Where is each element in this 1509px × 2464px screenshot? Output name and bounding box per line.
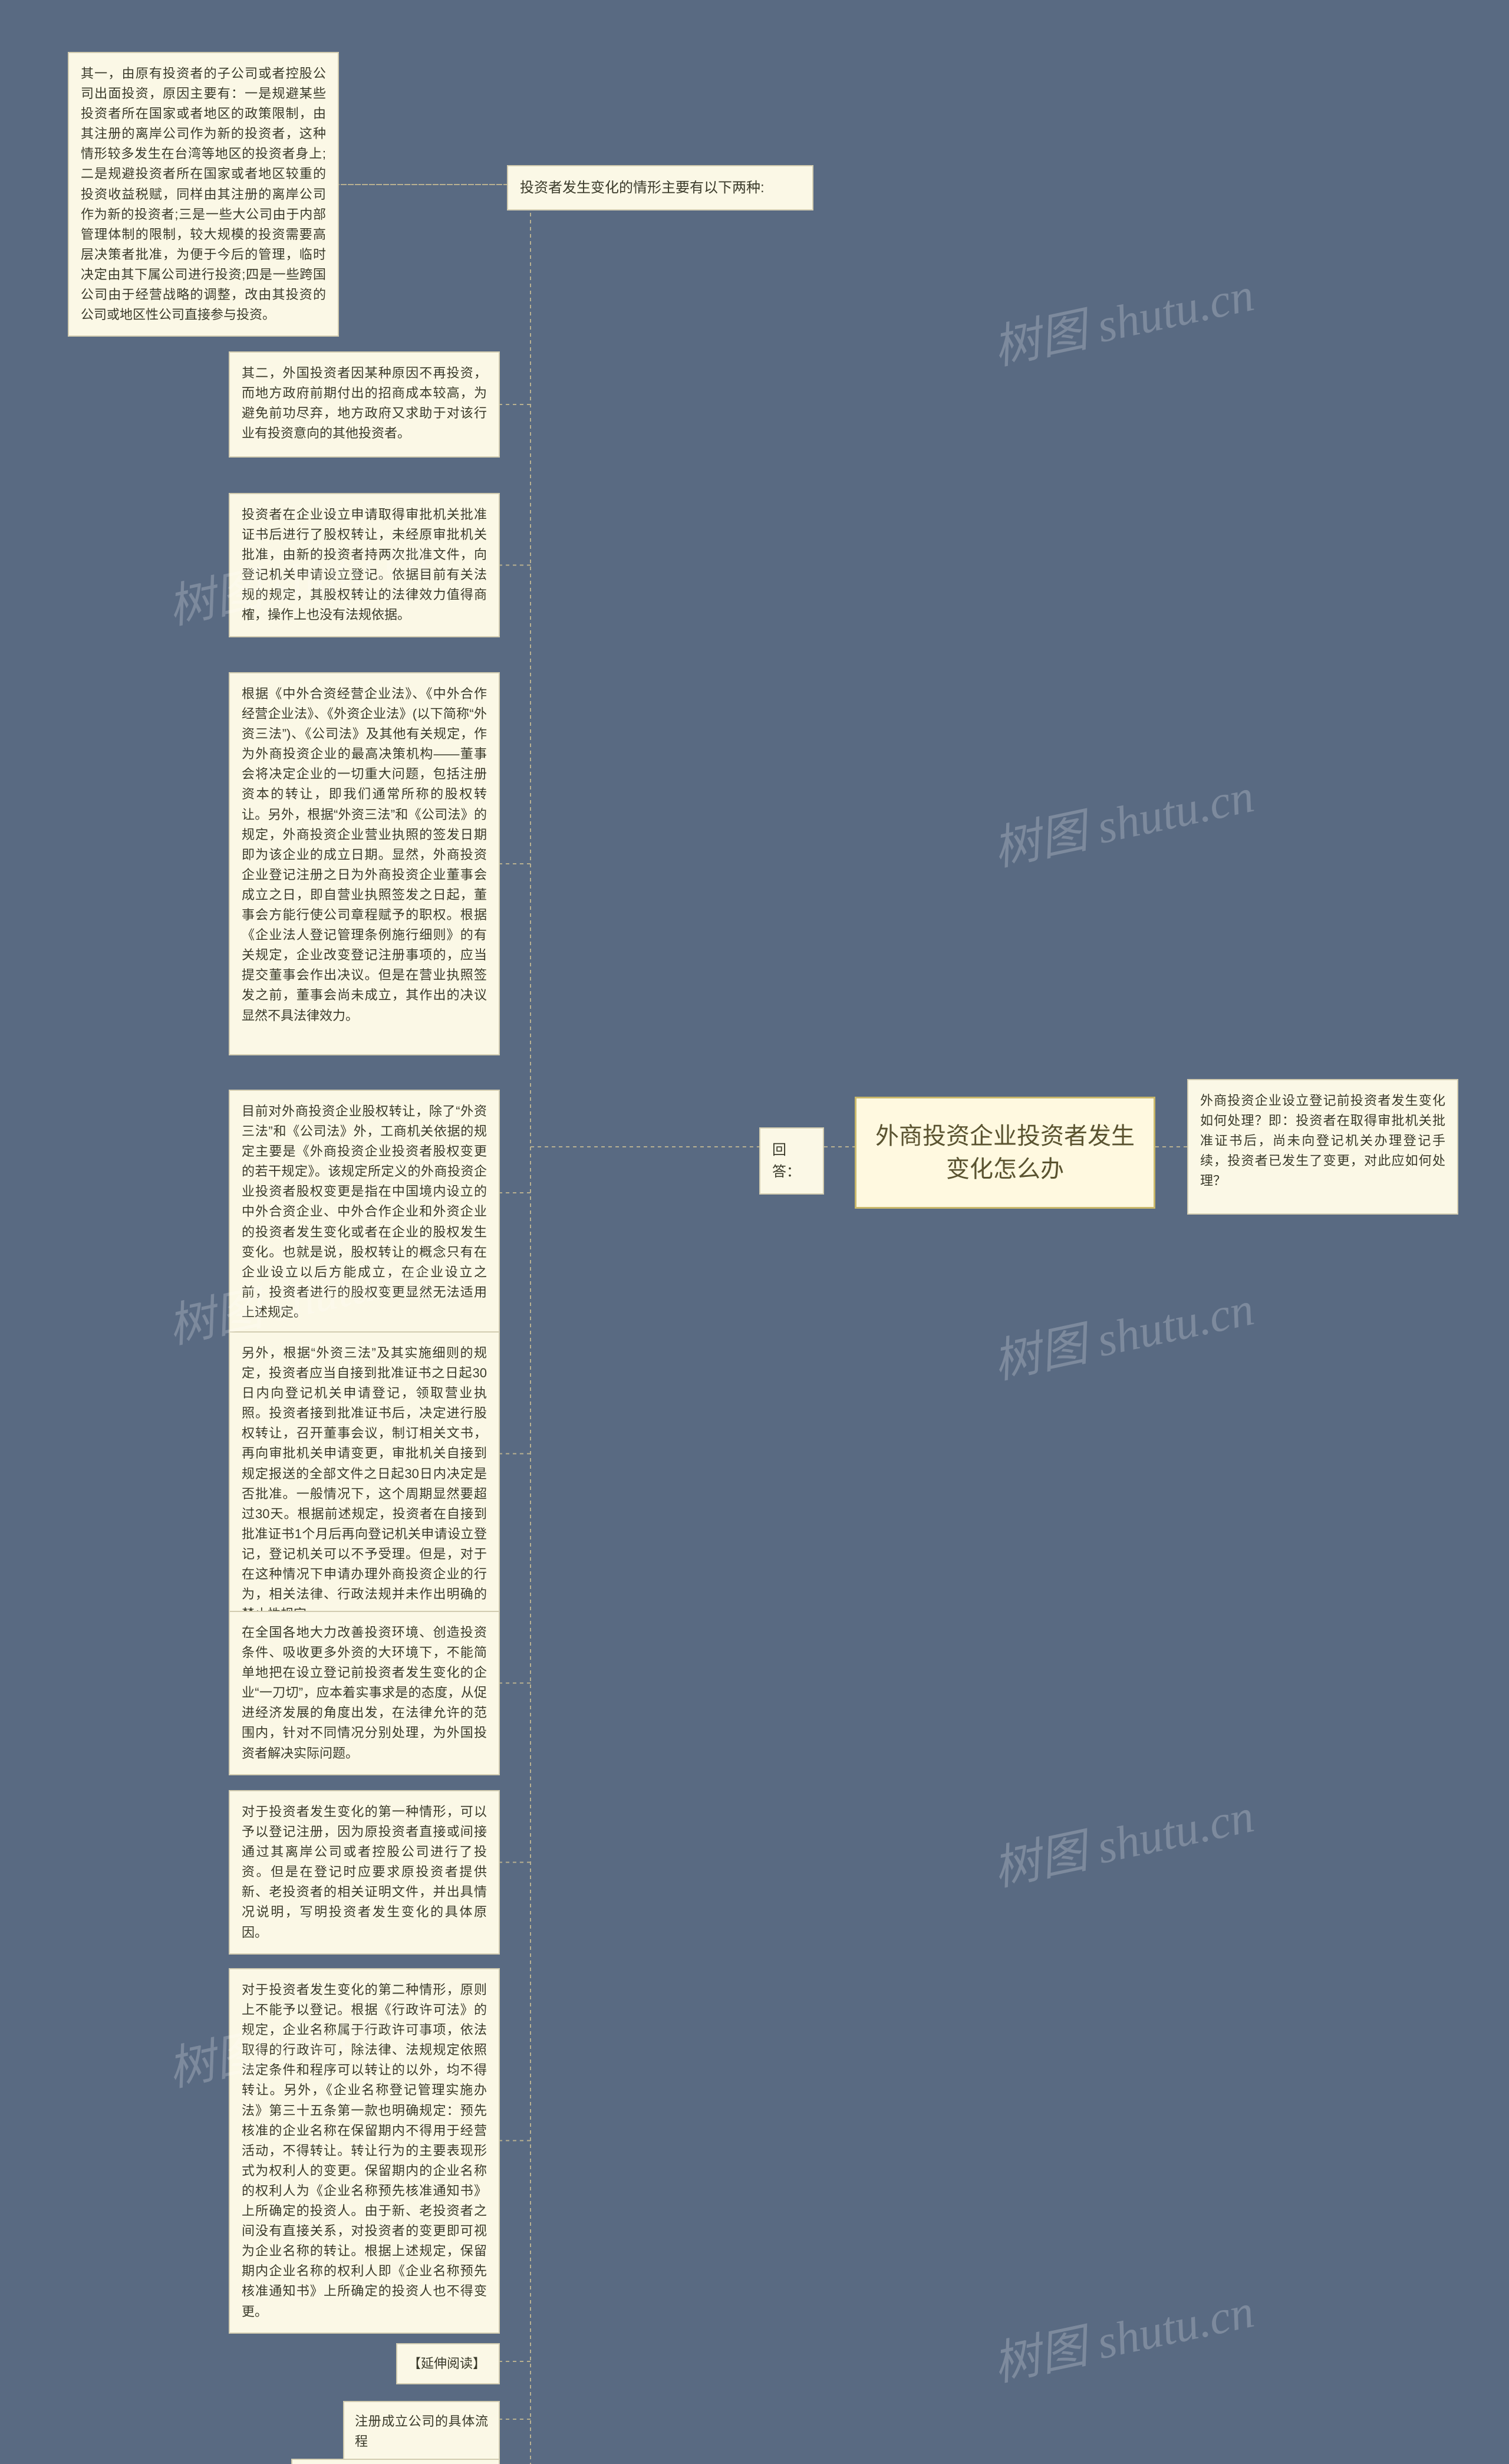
content-node-n11: 注册成立公司的具体流程 (343, 2401, 500, 2462)
content-node-n5: 目前对外商投资企业股权转让，除了“外资三法”和《公司法》外，工商机关依据的规定主… (229, 1090, 500, 1334)
content-node-n4: 根据《中外合资经营企业法》、《中外合作经营企业法》、《外资企业法》(以下简称“外… (229, 672, 500, 1055)
center-title-line1: 外商投资企业投资者发生 (875, 1123, 1135, 1149)
center-title-line2: 变化怎么办 (946, 1156, 1064, 1182)
watermark-text: 树图 shutu.cn (986, 758, 1259, 880)
content-node-n2: 其二，外国投资者因某种原因不再投资，而地方政府前期付出的招商成本较高，为避免前功… (229, 351, 500, 458)
content-node-n9: 对于投资者发生变化的第二种情形，原则上不能予以登记。根据《行政许可法》的规定，企… (229, 1968, 500, 2334)
watermark-text: 树图 shutu.cn (986, 1778, 1259, 1900)
watermark-text: 树图 shutu.cn (986, 1271, 1259, 1393)
content-node-n6: 另外，根据“外资三法”及其实施细则的规定，投资者应当自接到批准证书之日起30日内… (229, 1331, 500, 1636)
content-node-n12: 各类公司的具体经营范围（供参考） (291, 2459, 500, 2464)
scenario-intro-label: 投资者发生变化的情形主要有以下两种: (507, 165, 813, 210)
content-node-n10: 【延伸阅读】 (396, 2343, 500, 2384)
center-title-node: 外商投资企业投资者发生 变化怎么办 (855, 1097, 1155, 1209)
connector-layer (0, 0, 1509, 2464)
content-node-n3: 投资者在企业设立申请取得审批机关批准证书后进行了股权转让，未经原审批机关批准，由… (229, 493, 500, 637)
content-node-n1: 其一，由原有投资者的子公司或者控股公司出面投资，原因主要有：一是规避某些投资者所… (68, 52, 339, 337)
watermark-text: 树图 shutu.cn (986, 2273, 1259, 2395)
answer-label: 回答： (759, 1127, 824, 1195)
content-node-n7: 在全国各地大力改善投资环境、创造投资条件、吸收更多外资的大环境下，不能简单地把在… (229, 1611, 500, 1775)
watermark-text: 树图 shutu.cn (986, 256, 1259, 379)
question-node: 外商投资企业设立登记前投资者发生变化如何处理？即：投资者在取得审批机关批准证书后… (1187, 1079, 1458, 1215)
content-node-n8: 对于投资者发生变化的第一种情形，可以予以登记注册，因为原投资者直接或间接通过其离… (229, 1790, 500, 1955)
